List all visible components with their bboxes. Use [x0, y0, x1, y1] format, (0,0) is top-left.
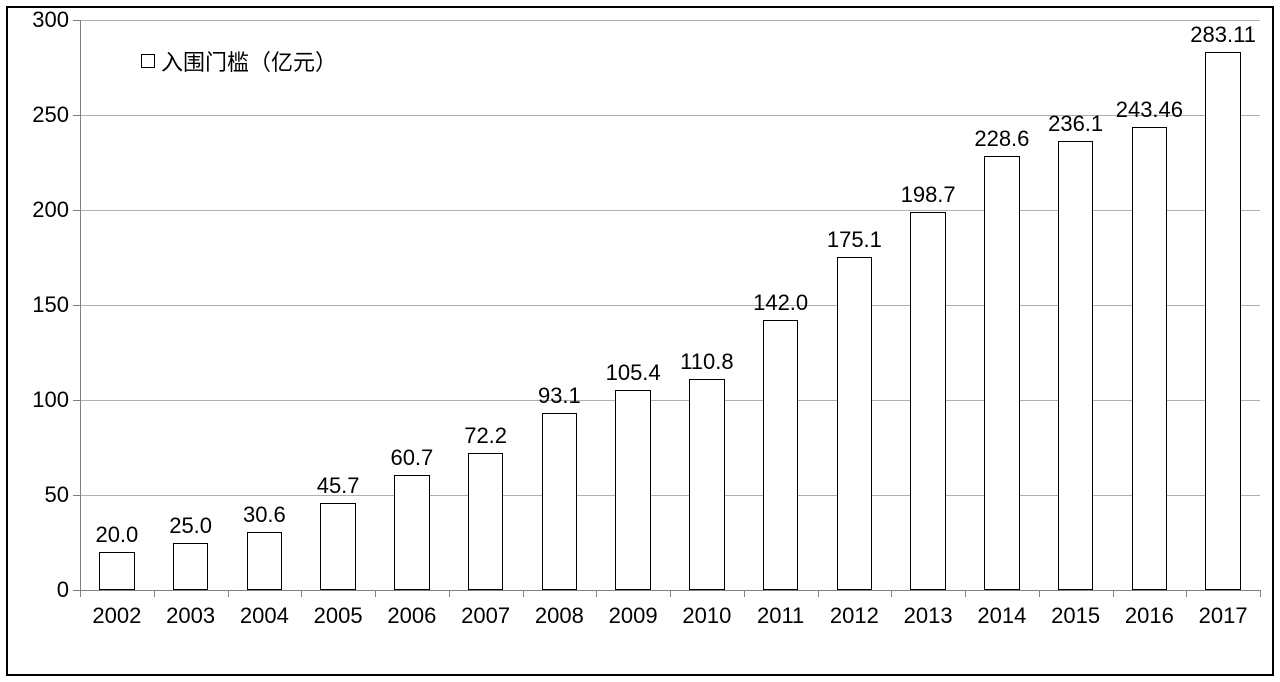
x-axis-label: 2009 — [609, 603, 658, 629]
chart-container: 0 50 100 150 200 250 300 20.0 2002 25.0 2003 30.6 20… — [0, 0, 1280, 682]
bar-value-label: 110.8 — [680, 349, 733, 375]
y-axis-label: 250 — [32, 102, 69, 128]
bar-value-label: 198.7 — [901, 182, 956, 208]
bar-value-label: 20.0 — [95, 522, 138, 548]
x-axis-label: 2002 — [92, 603, 141, 629]
x-axis-label: 2012 — [830, 603, 879, 629]
x-axis-label: 2003 — [166, 603, 215, 629]
bar — [173, 543, 208, 591]
y-axis-label: 300 — [32, 7, 69, 33]
bar-value-label: 236.1 — [1048, 111, 1103, 137]
x-axis-label: 2017 — [1199, 603, 1248, 629]
bar-value-label: 105.4 — [606, 360, 661, 386]
x-tick-mark — [744, 590, 745, 597]
x-axis-label: 2016 — [1125, 603, 1174, 629]
x-tick-mark — [228, 590, 229, 597]
y-tick-mark — [73, 305, 80, 306]
bar-value-label: 93.1 — [538, 383, 581, 409]
bar — [99, 552, 134, 590]
bar-value-label: 25.0 — [169, 513, 212, 539]
legend-label: 入围门槛（亿元） — [161, 45, 337, 77]
x-axis-label: 2007 — [461, 603, 510, 629]
x-axis-label: 2014 — [977, 603, 1026, 629]
bar — [1132, 127, 1167, 590]
y-tick-mark — [73, 20, 80, 21]
bar-value-label: 175.1 — [827, 227, 882, 253]
x-tick-mark — [523, 590, 524, 597]
bar — [910, 212, 945, 590]
bar-value-label: 72.2 — [464, 423, 507, 449]
bar-value-label: 283.11 — [1190, 22, 1256, 48]
x-tick-mark — [596, 590, 597, 597]
y-axis-label: 0 — [57, 577, 69, 603]
x-tick-mark — [1186, 590, 1187, 597]
y-tick-mark — [73, 495, 80, 496]
x-tick-mark — [449, 590, 450, 597]
bar — [320, 503, 355, 590]
gridline — [80, 20, 1260, 21]
bar — [542, 413, 577, 590]
y-axis-label: 150 — [32, 292, 69, 318]
y-axis-line — [80, 20, 81, 590]
x-tick-mark — [965, 590, 966, 597]
bar-value-label: 142.0 — [753, 290, 808, 316]
bar-value-label: 45.7 — [317, 473, 360, 499]
x-axis-label: 2008 — [535, 603, 584, 629]
bar-value-label: 30.6 — [243, 502, 286, 528]
bar-value-label: 228.6 — [974, 126, 1029, 152]
x-tick-mark — [1113, 590, 1114, 597]
bar — [1058, 141, 1093, 590]
y-axis-label: 50 — [45, 482, 69, 508]
bar — [1205, 52, 1240, 590]
x-tick-mark — [301, 590, 302, 597]
y-tick-mark — [73, 210, 80, 211]
y-tick-mark — [73, 590, 80, 591]
y-axis-label: 200 — [32, 197, 69, 223]
y-tick-mark — [73, 115, 80, 116]
x-axis-label: 2004 — [240, 603, 289, 629]
bar — [837, 257, 872, 590]
bar — [394, 475, 429, 590]
y-tick-mark — [73, 400, 80, 401]
bar — [468, 453, 503, 590]
x-tick-mark — [154, 590, 155, 597]
bar — [247, 532, 282, 590]
x-tick-mark — [375, 590, 376, 597]
x-tick-mark — [891, 590, 892, 597]
bar — [763, 320, 798, 590]
x-axis-label: 2006 — [387, 603, 436, 629]
x-axis-label: 2015 — [1051, 603, 1100, 629]
x-axis-label: 2005 — [314, 603, 363, 629]
x-tick-mark — [818, 590, 819, 597]
legend: 入围门槛（亿元） — [130, 40, 348, 82]
x-tick-mark — [80, 590, 81, 597]
bar-value-label: 60.7 — [390, 445, 433, 471]
x-axis-label: 2011 — [757, 603, 804, 629]
x-tick-mark — [1039, 590, 1040, 597]
bar — [984, 156, 1019, 590]
x-tick-mark — [1260, 590, 1261, 597]
x-axis-label: 2013 — [904, 603, 953, 629]
x-axis-label: 2010 — [682, 603, 731, 629]
y-axis-label: 100 — [32, 387, 69, 413]
legend-swatch — [141, 54, 155, 68]
bar — [689, 379, 724, 590]
bar — [615, 390, 650, 590]
bar-value-label: 243.46 — [1116, 97, 1183, 123]
x-tick-mark — [670, 590, 671, 597]
